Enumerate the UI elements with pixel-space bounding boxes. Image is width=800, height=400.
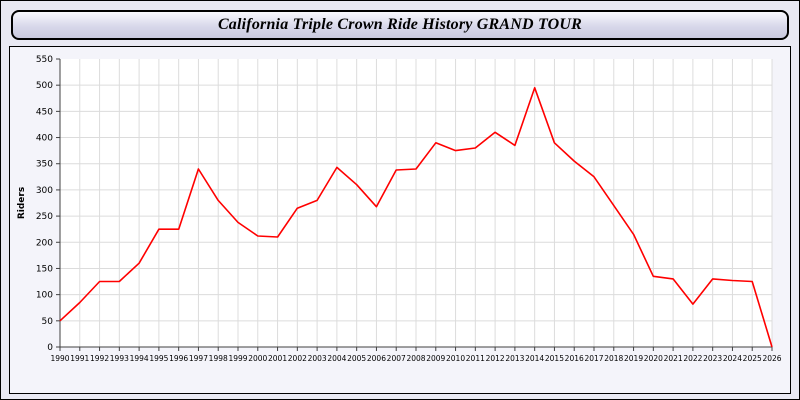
y-axis-tick-label: 400 [36, 134, 53, 144]
x-axis-tick-label: 1999 [228, 354, 247, 363]
y-axis-tick-label: 200 [36, 238, 53, 248]
y-axis-tick-label: 100 [36, 291, 53, 301]
x-axis-tick-label: 2007 [387, 354, 406, 363]
x-axis-tick-label: 2024 [723, 354, 742, 363]
x-axis-tick-label: 2019 [624, 354, 643, 363]
x-axis-tick-label: 2017 [584, 354, 603, 363]
x-axis-tick-label: 2010 [446, 354, 465, 363]
x-axis-tick-label: 1996 [169, 354, 188, 363]
y-axis-tick-label: 0 [47, 343, 53, 353]
x-axis-tick-label: 2008 [406, 354, 425, 363]
x-axis-tick-label: 1997 [189, 354, 208, 363]
y-axis-tick-label: 500 [36, 81, 53, 91]
x-axis-tick-label: 2004 [327, 354, 346, 363]
x-axis-tick-label: 2000 [248, 354, 267, 363]
x-axis-tick-label: 2012 [486, 354, 505, 363]
x-axis-tick-label: 2009 [426, 354, 445, 363]
x-axis-tick-label: 2001 [268, 354, 287, 363]
x-axis-tick-label: 2026 [762, 354, 781, 363]
x-axis-tick-label: 1993 [110, 354, 129, 363]
x-axis-tick-label: 2023 [703, 354, 722, 363]
y-axis-tick-label: 50 [42, 317, 54, 327]
x-axis-tick-label: 1995 [149, 354, 168, 363]
x-axis-tick-label: 2013 [505, 354, 524, 363]
y-axis-tick-label: 150 [36, 264, 53, 274]
x-axis-tick-label: 2006 [367, 354, 386, 363]
y-axis-title: Riders [17, 187, 27, 219]
x-axis-tick-label: 2011 [466, 354, 485, 363]
x-axis-tick-label: 2021 [664, 354, 683, 363]
x-axis-tick-label: 2002 [288, 354, 307, 363]
x-axis-tick-label: 2005 [347, 354, 366, 363]
title-bar: California Triple Crown Ride History GRA… [11, 10, 789, 40]
x-axis-tick-label: 2003 [308, 354, 327, 363]
y-axis-tick-label: 250 [36, 212, 53, 222]
y-axis-tick-label: 550 [36, 55, 53, 65]
x-axis-tick-label: 1994 [130, 354, 149, 363]
x-axis-tick-label: 2020 [644, 354, 663, 363]
chart-container: 0 50 100 150 200 250 300 350 400 450 500 550 1990 199… [9, 46, 791, 394]
x-axis-tick-label: 2015 [545, 354, 564, 363]
x-axis-tick-label: 2014 [525, 354, 544, 363]
y-axis-tick-label: 300 [36, 186, 53, 196]
x-axis-tick-label: 2016 [565, 354, 584, 363]
x-axis-tick-label: 2022 [683, 354, 702, 363]
y-axis-tick-label: 350 [36, 160, 53, 170]
x-axis-tick-label: 1992 [90, 354, 109, 363]
x-axis-tick-label: 2025 [743, 354, 762, 363]
x-axis-tick-label: 1991 [70, 354, 89, 363]
x-axis-tick-label: 1990 [50, 354, 69, 363]
x-axis-tick-label: 2018 [604, 354, 623, 363]
y-axis-tick-label: 450 [36, 107, 53, 117]
page-title: California Triple Crown Ride History GRA… [217, 16, 583, 33]
riders-line-series [59, 86, 773, 348]
x-axis-tick-label: 1998 [209, 354, 228, 363]
